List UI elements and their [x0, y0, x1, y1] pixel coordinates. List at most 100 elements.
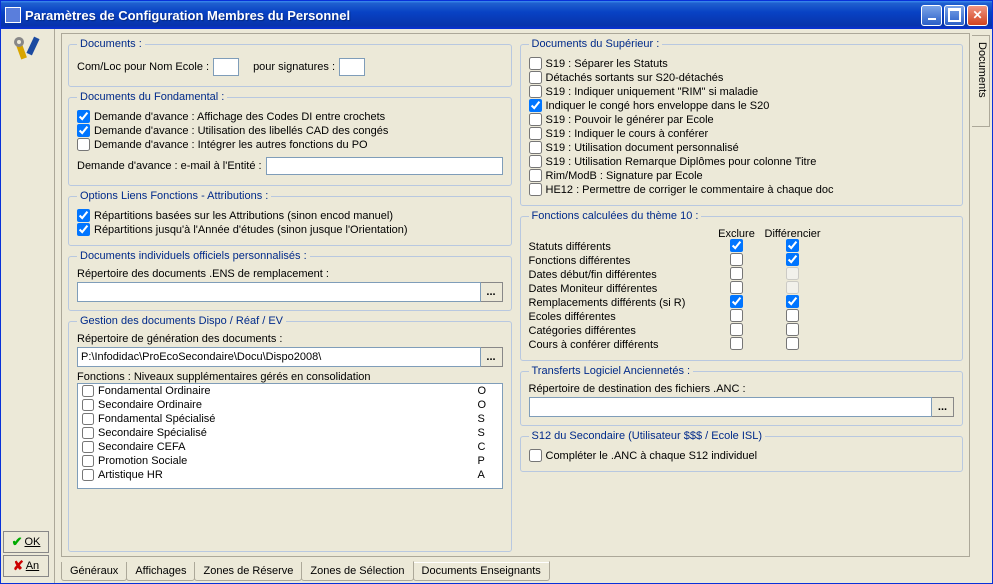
fond-c1[interactable]	[77, 110, 90, 123]
transferts-browse-button[interactable]: ...	[932, 397, 954, 417]
list-item-check[interactable]	[82, 399, 94, 411]
transferts-rep-input[interactable]	[529, 397, 933, 417]
list-item-check[interactable]	[82, 427, 94, 439]
list-item-label: Promotion Sociale	[98, 455, 478, 467]
indiv-rep-label: Répertoire des documents .ENS de remplac…	[77, 268, 503, 280]
sup-check-5[interactable]	[529, 127, 542, 140]
theme10-diff-2[interactable]	[786, 267, 799, 280]
group-theme10: Fonctions calculées du thème 10 : Exclur…	[520, 210, 964, 361]
sup-check-6[interactable]	[529, 141, 542, 154]
theme10-exclure-6[interactable]	[730, 323, 743, 336]
theme10-diff-6[interactable]	[786, 323, 799, 336]
theme10-diff-5[interactable]	[786, 309, 799, 322]
theme10-row-label: Catégories différentes	[529, 325, 709, 337]
sup-check-4[interactable]	[529, 113, 542, 126]
tab-generaux[interactable]: Généraux	[61, 562, 127, 581]
app-icon	[5, 7, 21, 23]
theme10-exclure-1[interactable]	[730, 253, 743, 266]
theme10-diff-7[interactable]	[786, 337, 799, 350]
bottom-tabs: Généraux Affichages Zones de Réserve Zon…	[61, 562, 549, 581]
list-item[interactable]: Promotion SocialeP	[78, 454, 502, 468]
theme10-diff-0[interactable]	[786, 239, 799, 252]
theme10-exclure-4[interactable]	[730, 295, 743, 308]
list-item-check[interactable]	[82, 385, 94, 397]
fond-email-input[interactable]	[266, 157, 503, 175]
group-indiv: Documents individuels officiels personna…	[68, 250, 512, 311]
list-item-code: C	[478, 441, 498, 453]
theme10-row-label: Fonctions différentes	[529, 255, 709, 267]
sup-check-3[interactable]	[529, 99, 542, 112]
check-icon: ✔	[12, 534, 23, 550]
sup-check-7[interactable]	[529, 155, 542, 168]
list-item-check[interactable]	[82, 413, 94, 425]
list-item-label: Fondamental Spécialisé	[98, 413, 478, 425]
theme10-row-label: Statuts différents	[529, 241, 709, 253]
tab-affichages[interactable]: Affichages	[126, 562, 195, 581]
gestion-rep-input[interactable]	[77, 347, 481, 367]
legend-transferts: Transferts Logiciel Anciennetés :	[529, 365, 694, 377]
list-item-label: Secondaire CEFA	[98, 441, 478, 453]
list-item-check[interactable]	[82, 469, 94, 481]
sup-check-1[interactable]	[529, 71, 542, 84]
list-item[interactable]: Artistique HRA	[78, 468, 502, 482]
cross-icon: ✘	[13, 558, 24, 574]
theme10-diff-4[interactable]	[786, 295, 799, 308]
maximize-button[interactable]	[944, 5, 965, 26]
theme10-diff-3[interactable]	[786, 281, 799, 294]
list-item[interactable]: Fondamental SpécialiséS	[78, 412, 502, 426]
opt-c2[interactable]	[77, 223, 90, 236]
theme10-row-label: Ecoles différentes	[529, 311, 709, 323]
fond-c3-label: Demande d'avance : Intégrer les autres f…	[94, 139, 368, 151]
group-fondamental: Documents du Fondamental : Demande d'ava…	[68, 91, 512, 186]
theme10-exclure-5[interactable]	[730, 309, 743, 322]
tab-zones-reserve[interactable]: Zones de Réserve	[194, 562, 302, 581]
list-item-check[interactable]	[82, 455, 94, 467]
list-item[interactable]: Secondaire OrdinaireO	[78, 398, 502, 412]
legend-gestion: Gestion des documents Dispo / Réaf / EV	[77, 315, 286, 327]
side-tab-documents[interactable]: Documents	[972, 35, 990, 127]
list-item-check[interactable]	[82, 441, 94, 453]
theme10-exclure-2[interactable]	[730, 267, 743, 280]
theme10-exclure-3[interactable]	[730, 281, 743, 294]
close-button[interactable]	[967, 5, 988, 26]
sup-label-5: S19 : Indiquer le cours à conférer	[546, 128, 709, 140]
sup-label-4: S19 : Pouvoir le générer par Ecole	[546, 114, 714, 126]
group-documents: Documents : Com/Loc pour Nom Ecole : pou…	[68, 38, 512, 87]
opt-c1[interactable]	[77, 209, 90, 222]
theme10-exclure-0[interactable]	[730, 239, 743, 252]
fond-c3[interactable]	[77, 138, 90, 151]
list-item-label: Secondaire Ordinaire	[98, 399, 478, 411]
gestion-browse-button[interactable]: ...	[481, 347, 503, 367]
s12-c1-label: Compléter le .ANC à chaque S12 individue…	[546, 450, 758, 462]
indiv-browse-button[interactable]: ...	[481, 282, 503, 302]
list-item[interactable]: Secondaire CEFAC	[78, 440, 502, 454]
fond-c2[interactable]	[77, 124, 90, 137]
comloc-input[interactable]	[213, 58, 239, 76]
signatures-label: pour signatures :	[253, 61, 335, 73]
legend-fondamental: Documents du Fondamental :	[77, 91, 227, 103]
gestion-listbox[interactable]: Fondamental OrdinaireOSecondaire Ordinai…	[77, 383, 503, 489]
list-item[interactable]: Secondaire SpécialiséS	[78, 426, 502, 440]
signatures-input[interactable]	[339, 58, 365, 76]
theme10-exclure-7[interactable]	[730, 337, 743, 350]
sup-check-2[interactable]	[529, 85, 542, 98]
sup-check-0[interactable]	[529, 57, 542, 70]
list-item[interactable]: Fondamental OrdinaireO	[78, 384, 502, 398]
sup-label-2: S19 : Indiquer uniquement "RIM" si malad…	[546, 86, 759, 98]
sup-check-8[interactable]	[529, 169, 542, 182]
indiv-rep-input[interactable]	[77, 282, 481, 302]
theme10-diff-1[interactable]	[786, 253, 799, 266]
s12-c1[interactable]	[529, 449, 542, 462]
sup-check-9[interactable]	[529, 183, 542, 196]
window: Paramètres de Configuration Membres du P…	[0, 0, 993, 584]
list-item-label: Artistique HR	[98, 469, 478, 481]
tab-documents-enseignants[interactable]: Documents Enseignants	[413, 561, 550, 581]
legend-options: Options Liens Fonctions - Attributions :	[77, 190, 271, 202]
tab-zones-selection[interactable]: Zones de Sélection	[301, 562, 413, 581]
gestion-rep-label: Répertoire de génération des documents :	[77, 333, 503, 345]
ok-button[interactable]: ✔ OK	[3, 531, 49, 553]
minimize-button[interactable]	[921, 5, 942, 26]
list-item-label: Fondamental Ordinaire	[98, 385, 478, 397]
titlebar: Paramètres de Configuration Membres du P…	[1, 1, 992, 29]
cancel-button[interactable]: ✘ An	[3, 555, 49, 577]
